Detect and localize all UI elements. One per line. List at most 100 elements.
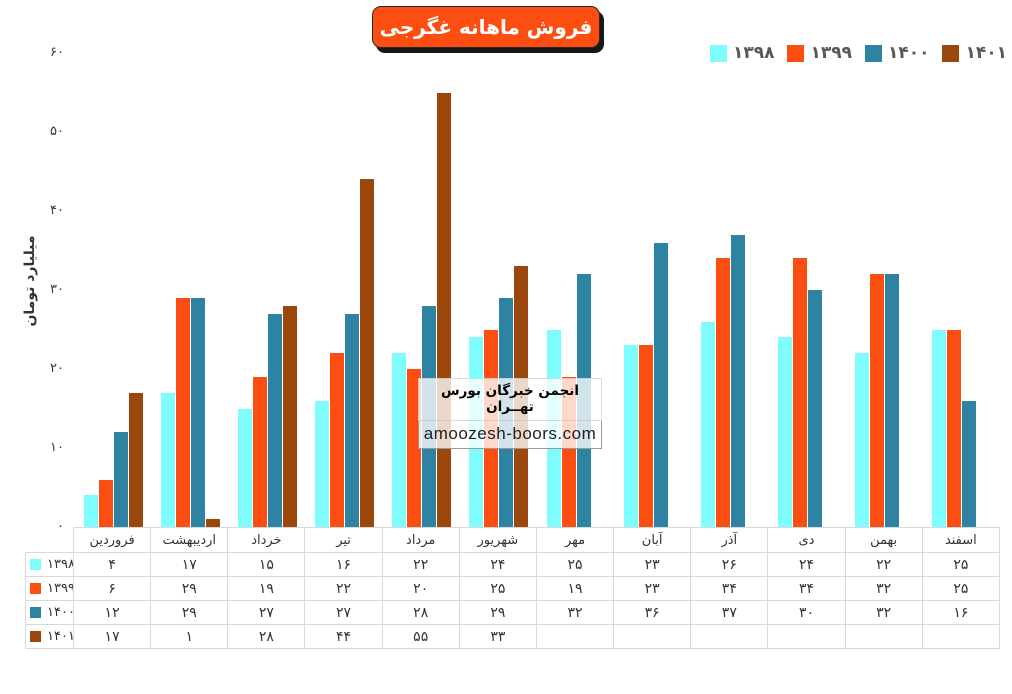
y-axis: ۰ ۱۰ ۲۰ ۳۰ ۴۰ ۵۰ ۶۰ — [26, 45, 64, 534]
bar-1400-month-10 — [807, 290, 822, 527]
table-cell-1401-month-12 — [921, 624, 1001, 649]
table-cell-1400-month-7: ۳۲ — [535, 600, 615, 625]
bar-1399-month-2 — [176, 297, 191, 527]
bar-1400-month-8 — [653, 242, 668, 527]
table-cell-1399-month-8: ۲۳ — [613, 576, 692, 601]
month-header-5: مرداد — [381, 527, 460, 553]
bar-group-month-2 — [152, 53, 229, 527]
table-cell-1400-month-12: ۱۶ — [921, 600, 1001, 625]
month-header-11: بهمن — [844, 527, 923, 553]
bar-1401-month-3 — [283, 305, 298, 527]
y-axis-title: میلیارد تومان — [22, 235, 38, 327]
bar-1398-month-2 — [161, 392, 176, 527]
bar-1400-month-9 — [730, 234, 745, 527]
y-axis-tick-label: ۴۰ — [50, 203, 64, 218]
legend-item-1400: ۱۴۰۰ — [864, 43, 930, 63]
table-cell-1398-month-9: ۲۶ — [690, 552, 769, 577]
table-cell-1401-month-9 — [690, 624, 769, 649]
table-cell-1399-month-7: ۱۹ — [535, 576, 615, 601]
legend-label-1400: ۱۴۰۰ — [887, 43, 930, 63]
bar-group-month-6 — [460, 53, 537, 527]
legend-swatch-1398 — [709, 44, 727, 62]
bar-1400-month-2 — [191, 297, 206, 527]
month-header-1: فروردین — [72, 527, 152, 553]
bar-group-month-4 — [306, 53, 383, 527]
legend-item-1398: ۱۳۹۸ — [709, 43, 775, 63]
month-header-7: مهر — [535, 527, 615, 553]
bar-1399-month-1 — [99, 479, 114, 527]
chart-legend: ۱۳۹۸ ۱۳۹۹ ۱۴۰۰ ۱۴۰۱ — [709, 43, 1007, 63]
bar-1400-month-1 — [114, 432, 129, 527]
table-corner-cell — [26, 528, 74, 553]
bar-1399-month-3 — [253, 376, 268, 527]
table-cell-1399-month-10: ۳۴ — [767, 576, 846, 601]
bar-group-month-10 — [769, 53, 846, 527]
year-header-cell-1400: ۱۴۰۰ — [25, 600, 74, 625]
bar-1400-month-11 — [884, 274, 899, 527]
table-cell-1401-month-5: ۵۵ — [381, 624, 460, 649]
table-cell-1399-month-6: ۲۵ — [458, 576, 537, 601]
bar-1400-month-12 — [961, 400, 976, 527]
legend-label-1398: ۱۳۹۸ — [732, 43, 775, 63]
bar-1398-month-8 — [623, 345, 638, 527]
table-cell-1399-month-1: ۶ — [72, 576, 152, 601]
watermark-persian-text: انجمن خبرگان بورس تهــران — [418, 378, 602, 421]
table-cell-1398-month-4: ۱۶ — [304, 552, 383, 577]
month-header-9: آذر — [690, 527, 769, 553]
legend-label-1399: ۱۳۹۹ — [810, 43, 852, 63]
bar-1398-month-9 — [700, 321, 715, 527]
y-axis-tick-label: ۵۰ — [50, 124, 64, 139]
table-cell-1399-month-12: ۲۵ — [921, 576, 1001, 601]
bar-1399-month-4 — [330, 353, 345, 527]
table-cell-1400-month-2: ۲۹ — [150, 600, 229, 625]
data-table: فروردین اردیبهشت خرداد تیر مرداد شهریور مهر آبا… — [25, 527, 1001, 649]
y-axis-tick-label: ۰ — [57, 519, 64, 534]
bar-group-month-1 — [75, 53, 152, 527]
y-axis-tick-label: ۶۰ — [50, 45, 64, 60]
watermark-url-text: amoozesh-boors.com — [418, 421, 602, 449]
table-cell-1400-month-4: ۲۷ — [304, 600, 383, 625]
table-cell-1398-month-2: ۱۷ — [150, 552, 229, 577]
bar-1400-month-4 — [345, 313, 360, 527]
table-cell-1398-month-10: ۲۴ — [767, 552, 846, 577]
year-label-1399: ۱۳۹۹ — [47, 581, 74, 596]
bar-1399-month-12 — [946, 329, 961, 527]
bar-1401-month-4 — [360, 179, 375, 527]
legend-item-1401: ۱۴۰۱ — [942, 43, 1007, 63]
table-cell-1401-month-8 — [613, 624, 692, 649]
bar-1399-month-5 — [407, 369, 422, 527]
table-cell-1400-month-10: ۳۰ — [767, 600, 846, 625]
table-cell-1401-month-10 — [767, 624, 846, 649]
bar-1398-month-11 — [854, 353, 869, 527]
year-header-cell-1398: ۱۳۹۸ — [25, 552, 74, 577]
legend-label-1401: ۱۴۰۱ — [965, 43, 1007, 63]
bar-1398-month-10 — [777, 337, 792, 527]
bar-group-month-12 — [923, 53, 1000, 527]
table-cell-1400-month-6: ۲۹ — [458, 600, 537, 625]
table-cell-1401-month-11 — [844, 624, 923, 649]
year-label-1400: ۱۴۰۰ — [47, 605, 74, 620]
month-header-8: آبان — [613, 527, 692, 553]
table-header-row: فروردین اردیبهشت خرداد تیر مرداد شهریور مهر آبا… — [26, 527, 1001, 553]
bar-group-month-8 — [615, 53, 692, 527]
month-header-4: تیر — [304, 527, 383, 553]
bar-1401-month-1 — [129, 392, 144, 527]
month-header-10: دی — [767, 527, 846, 553]
table-cell-1398-month-11: ۲۲ — [844, 552, 923, 577]
chart-title: فروش ماهانه غگرجی — [379, 15, 593, 39]
watermark: انجمن خبرگان بورس تهــران amoozesh-boors… — [418, 378, 602, 449]
month-header-3: خرداد — [227, 527, 306, 553]
table-cell-1398-month-6: ۲۴ — [458, 552, 537, 577]
table-cell-1399-month-2: ۲۹ — [150, 576, 229, 601]
table-row-1400: ۱۴۰۰ ۱۲ ۲۹ ۲۷ ۲۷ ۲۸ ۲۹ ۳۲ ۳۶ ۳۷ ۳۰ ۳۲ ۱۶ — [25, 600, 1001, 625]
table-cell-1398-month-7: ۲۵ — [535, 552, 615, 577]
table-cell-1401-month-1: ۱۷ — [72, 624, 152, 649]
month-header-12: اسفند — [921, 527, 1001, 553]
row-swatch-1400 — [30, 607, 41, 618]
table-cell-1399-month-4: ۲۲ — [304, 576, 383, 601]
bar-group-month-3 — [229, 53, 306, 527]
y-axis-tick-label: ۱۰ — [50, 440, 64, 455]
table-cell-1398-month-1: ۴ — [72, 552, 152, 577]
bar-1399-month-10 — [792, 258, 807, 527]
